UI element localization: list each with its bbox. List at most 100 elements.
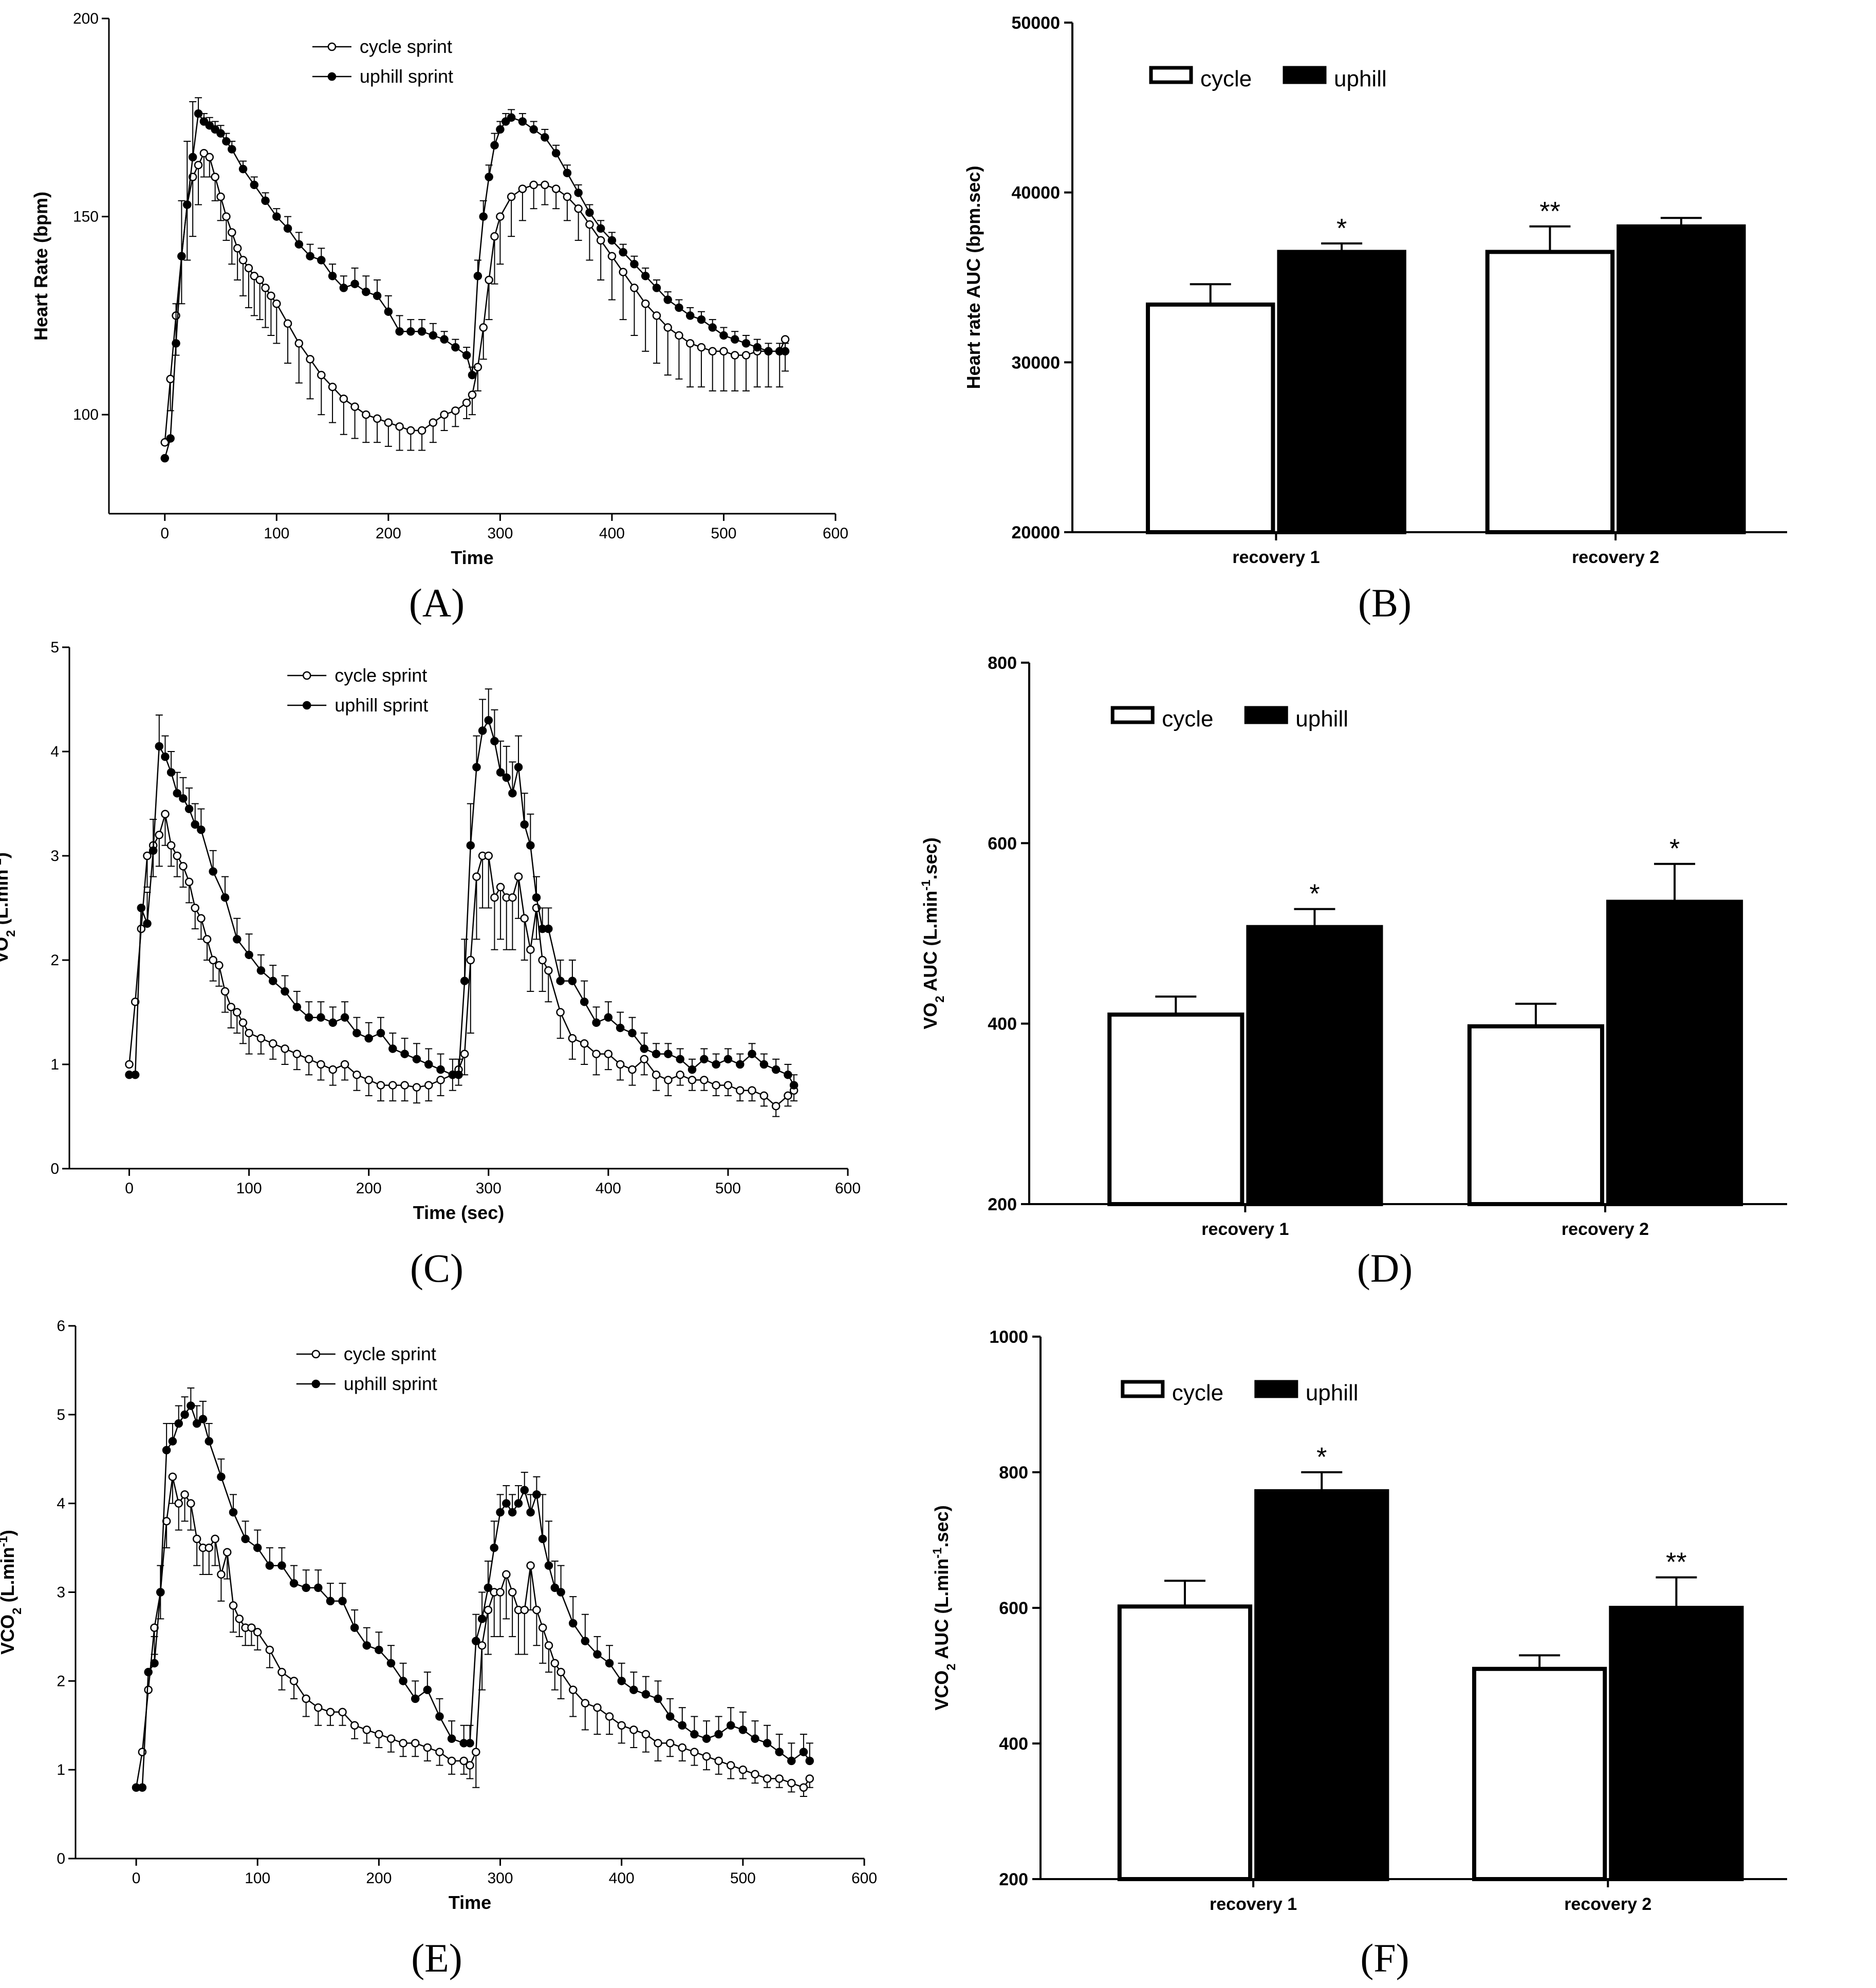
x-axis-title: Time bbox=[451, 547, 493, 568]
legend-swatch bbox=[1149, 66, 1193, 84]
data-point bbox=[447, 1756, 456, 1766]
data-point bbox=[641, 1730, 651, 1739]
data-point bbox=[676, 1071, 684, 1079]
y-tick-label: 600 bbox=[988, 834, 1017, 853]
data-point bbox=[556, 1667, 565, 1677]
x-tick-label: 500 bbox=[730, 1870, 756, 1887]
data-point bbox=[220, 893, 230, 902]
data-point bbox=[763, 1774, 772, 1783]
data-point bbox=[306, 354, 314, 364]
data-point bbox=[454, 1071, 463, 1079]
data-point bbox=[652, 284, 661, 292]
series-uphill-sprint bbox=[132, 1387, 814, 1792]
y-axis-title-main: Heart rate AUC (bpm.sec) bbox=[963, 166, 984, 389]
data-point bbox=[399, 1739, 407, 1748]
data-point bbox=[748, 1086, 756, 1095]
bar-uphill bbox=[1606, 899, 1743, 1207]
data-point bbox=[220, 987, 230, 996]
data-point bbox=[187, 1499, 195, 1508]
data-point bbox=[424, 1060, 433, 1069]
data-point bbox=[654, 1694, 662, 1703]
data-point bbox=[191, 904, 199, 912]
data-point bbox=[199, 117, 209, 126]
bar-cycle bbox=[1107, 1012, 1245, 1206]
data-point bbox=[607, 236, 617, 245]
data-point bbox=[395, 422, 404, 431]
data-point bbox=[179, 794, 188, 803]
data-point bbox=[514, 872, 523, 881]
data-point bbox=[574, 189, 583, 197]
data-point bbox=[340, 1013, 349, 1022]
data-point bbox=[362, 410, 370, 419]
x-tick-label: 300 bbox=[476, 1180, 501, 1197]
data-point bbox=[277, 1667, 286, 1677]
data-point bbox=[538, 1623, 547, 1632]
data-point bbox=[652, 1049, 661, 1058]
data-point bbox=[507, 192, 516, 201]
panel-B: 20000 30000 40000 50000 Heart rate AUC (bpm.… bbox=[963, 13, 1787, 625]
data-point bbox=[784, 1091, 792, 1100]
data-point bbox=[700, 1055, 709, 1064]
data-point bbox=[328, 272, 337, 280]
legend-swatch bbox=[1254, 1380, 1298, 1398]
x-tick-label: recovery 2 bbox=[1562, 1220, 1649, 1239]
bar-cycle bbox=[1467, 1024, 1604, 1206]
data-point bbox=[137, 904, 146, 912]
data-point bbox=[255, 275, 264, 285]
data-point bbox=[654, 1739, 662, 1748]
y-tick-label: 100 bbox=[73, 406, 99, 423]
data-point bbox=[162, 1446, 171, 1455]
data-point bbox=[194, 109, 203, 118]
data-point bbox=[605, 1659, 614, 1668]
data-point bbox=[473, 272, 482, 280]
data-point bbox=[406, 426, 415, 435]
y-axis-title-main: VO bbox=[0, 937, 12, 964]
data-point bbox=[484, 1583, 493, 1592]
data-point bbox=[630, 284, 639, 292]
data-point bbox=[179, 862, 188, 871]
data-point bbox=[412, 1055, 421, 1064]
data-point bbox=[283, 319, 292, 328]
data-point bbox=[222, 137, 231, 146]
y-tick-label: 3 bbox=[57, 1584, 65, 1601]
data-point bbox=[417, 426, 426, 435]
y-tick-label: 5 bbox=[57, 1406, 65, 1423]
x-tick-label: 0 bbox=[125, 1180, 134, 1197]
data-point bbox=[775, 1774, 784, 1783]
x-tick-label: 200 bbox=[356, 1180, 382, 1197]
legend-swatch bbox=[1121, 1380, 1165, 1398]
data-point bbox=[317, 256, 326, 265]
data-point bbox=[490, 737, 499, 745]
series-uphill-sprint bbox=[125, 688, 798, 1090]
data-point bbox=[205, 1543, 214, 1552]
data-point bbox=[184, 804, 194, 813]
data-point bbox=[338, 1708, 347, 1717]
data-point bbox=[440, 335, 449, 344]
x-axis-title: Time (sec) bbox=[413, 1202, 504, 1223]
y-axis-title: Heart Rate (bpm) bbox=[30, 192, 51, 341]
data-point bbox=[520, 914, 529, 923]
data-point bbox=[227, 1003, 235, 1011]
y-tick-label: 0 bbox=[57, 1850, 65, 1867]
data-point bbox=[479, 212, 488, 221]
data-point bbox=[447, 1734, 456, 1743]
data-point bbox=[675, 331, 683, 340]
data-point bbox=[166, 841, 176, 850]
bar-cycle bbox=[1472, 1666, 1607, 1882]
data-point bbox=[685, 339, 695, 348]
data-point bbox=[173, 789, 182, 798]
data-point bbox=[604, 1013, 613, 1022]
data-point bbox=[723, 1055, 733, 1064]
data-point bbox=[317, 1013, 325, 1022]
y-tick-label: 4 bbox=[50, 743, 59, 760]
data-point bbox=[272, 299, 281, 308]
data-point bbox=[640, 1055, 649, 1064]
data-point bbox=[472, 872, 481, 881]
data-point bbox=[205, 153, 214, 162]
data-point bbox=[267, 291, 275, 301]
legend-marker bbox=[311, 1379, 321, 1389]
data-point bbox=[233, 244, 242, 253]
data-point bbox=[155, 742, 164, 751]
data-point bbox=[388, 1081, 397, 1090]
data-point bbox=[238, 256, 248, 265]
